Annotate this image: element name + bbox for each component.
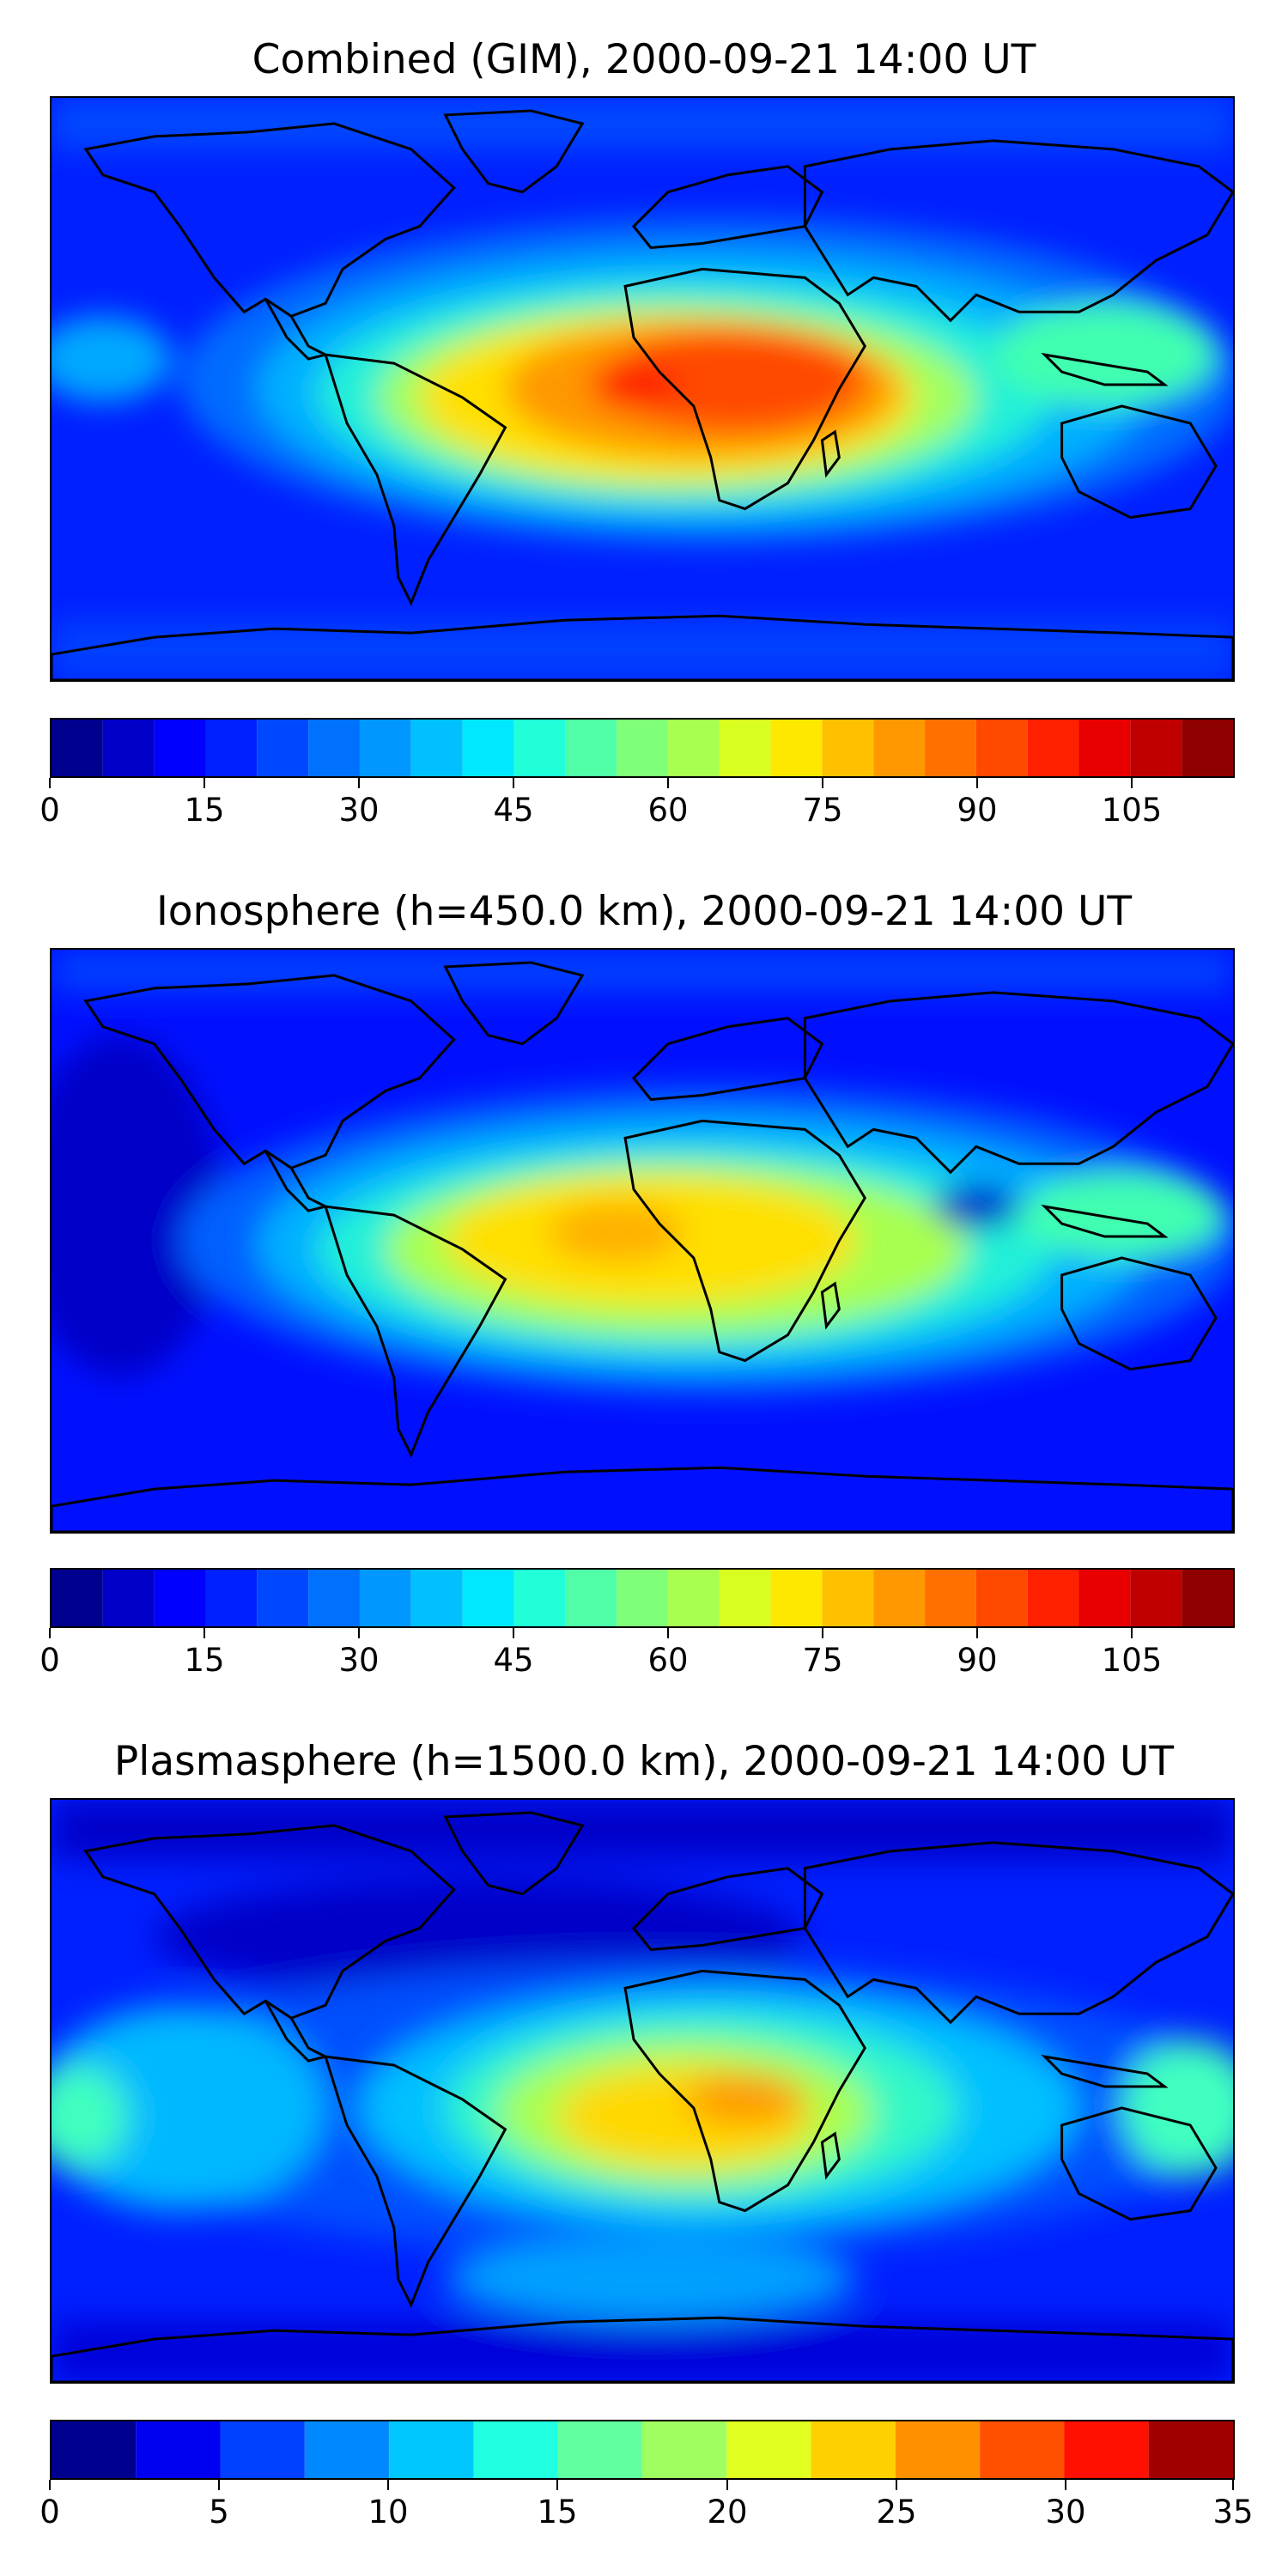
tick-mark [556, 2480, 558, 2490]
tick-mark [513, 778, 514, 788]
panel-title-ionosphere: Ionosphere (h=450.0 km), 2000-09-21 14:0… [155, 888, 1133, 935]
tick-mark [49, 2480, 51, 2490]
tick-label: 20 [707, 2494, 748, 2530]
tick-mark [49, 778, 51, 788]
panel-title-combined: Combined (GIM), 2000-09-21 14:00 UT [252, 36, 1036, 83]
tick-mark [976, 1628, 978, 1638]
colorbar-ticks-plasmasphere: 0 5 10 15 20 25 30 35 [39, 2480, 1254, 2530]
colorbar-ticks-ionosphere: 0 15 30 45 60 75 90 105 [39, 1628, 1235, 1679]
tick-mark [667, 1628, 669, 1638]
tick-mark [822, 778, 823, 788]
tick-label: 0 [39, 1642, 60, 1679]
tick-label: 30 [1045, 2494, 1086, 2530]
tick-label: 60 [647, 792, 689, 829]
tick-label: 45 [493, 792, 534, 829]
tick-label: 90 [957, 1642, 998, 1679]
tick-mark [726, 2480, 728, 2490]
tick-mark [358, 1628, 360, 1638]
map-plasmasphere [50, 1798, 1235, 2384]
tick-label: 75 [802, 1642, 843, 1679]
tick-label: 0 [39, 792, 60, 829]
tick-mark [204, 1628, 205, 1638]
tick-mark [204, 778, 205, 788]
tick-mark [667, 778, 669, 788]
tick-mark [513, 1628, 514, 1638]
tick-mark [1131, 1628, 1133, 1638]
tick-label: 15 [537, 2494, 578, 2530]
tick-mark [358, 778, 360, 788]
tick-label: 60 [647, 1642, 689, 1679]
map-combined [50, 96, 1235, 682]
tick-label: 30 [338, 792, 380, 829]
panel-title-plasmasphere: Plasmasphere (h=1500.0 km), 2000-09-21 1… [113, 1738, 1175, 1785]
tick-label: 35 [1212, 2494, 1254, 2530]
map-ionosphere [50, 948, 1235, 1534]
tick-label: 25 [876, 2494, 917, 2530]
tick-label: 0 [39, 2494, 60, 2530]
tick-label: 15 [184, 792, 225, 829]
tick-mark [1232, 2480, 1234, 2490]
tick-label: 105 [1101, 792, 1163, 829]
tick-label: 10 [368, 2494, 409, 2530]
tick-label: 5 [209, 2494, 229, 2530]
tick-label: 90 [957, 792, 998, 829]
colorbar-combined [50, 718, 1235, 778]
tick-mark [976, 778, 978, 788]
tick-mark [49, 1628, 51, 1638]
colorbar-plasmasphere [50, 2420, 1235, 2480]
tick-label: 30 [338, 1642, 380, 1679]
colorbar-ticks-combined: 0 15 30 45 60 75 90 105 [39, 778, 1235, 829]
tick-mark [387, 2480, 389, 2490]
tick-mark [822, 1628, 823, 1638]
tick-label: 15 [184, 1642, 225, 1679]
tick-mark [218, 2480, 220, 2490]
tick-label: 75 [802, 792, 843, 829]
colorbar-ionosphere [50, 1568, 1235, 1628]
tick-label: 105 [1101, 1642, 1163, 1679]
tick-label: 45 [493, 1642, 534, 1679]
tick-mark [1131, 778, 1133, 788]
tick-mark [896, 2480, 897, 2490]
tick-mark [1065, 2480, 1066, 2490]
